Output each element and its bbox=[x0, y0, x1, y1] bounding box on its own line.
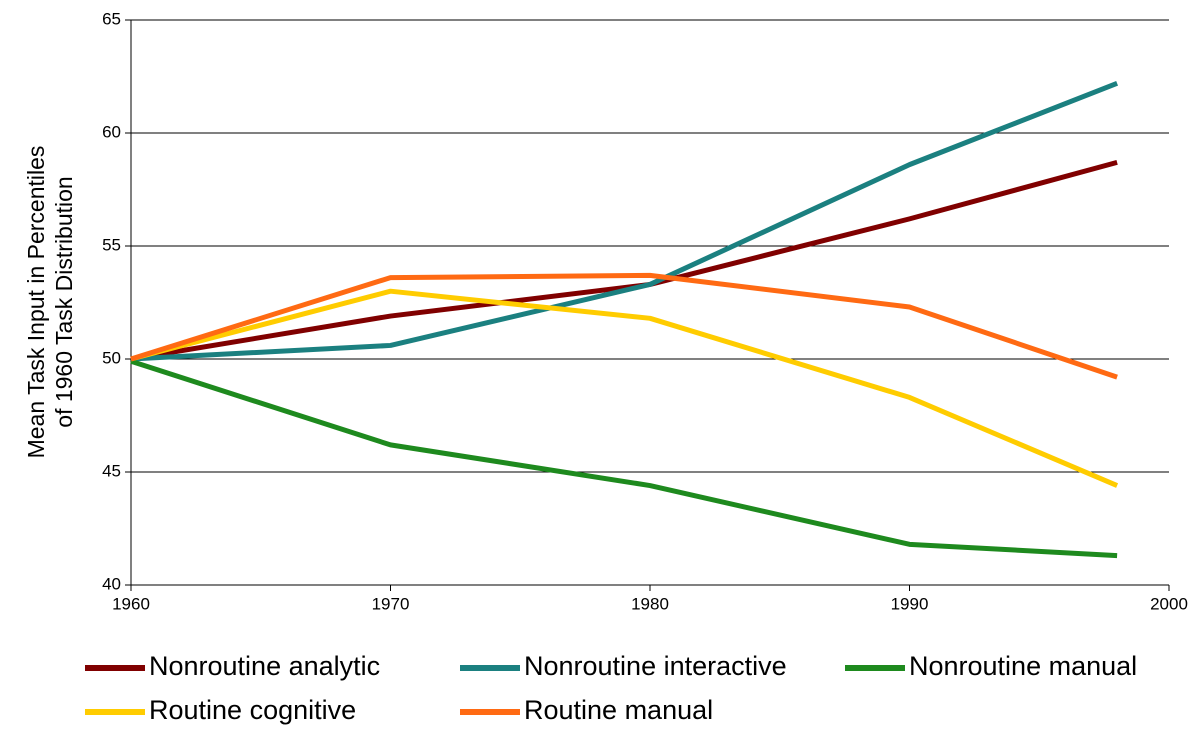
y-tick-label: 50 bbox=[102, 348, 121, 367]
legend-label: Routine cognitive bbox=[149, 695, 356, 725]
x-tick-label: 1960 bbox=[112, 594, 150, 613]
x-tick-label: 1970 bbox=[372, 594, 410, 613]
y-tick-label: 45 bbox=[102, 461, 121, 480]
series-line bbox=[130, 288, 1119, 488]
y-axis-label: of 1960 Task Distribution bbox=[51, 176, 77, 427]
x-tick-label: 1980 bbox=[631, 594, 669, 613]
legend-label: Nonroutine analytic bbox=[149, 651, 380, 681]
y-axis-label: Mean Task Input in Percentiles bbox=[23, 146, 49, 459]
y-tick-label: 65 bbox=[102, 9, 121, 28]
x-tick-label: 2000 bbox=[1150, 594, 1188, 613]
y-tick-label: 60 bbox=[102, 122, 121, 141]
y-tick-label: 55 bbox=[102, 235, 121, 254]
series-line bbox=[130, 80, 1119, 362]
legend-label: Nonroutine manual bbox=[909, 651, 1137, 681]
series-line bbox=[130, 272, 1118, 380]
series-line bbox=[130, 358, 1118, 559]
legend-label: Nonroutine interactive bbox=[524, 651, 787, 681]
legend-label: Routine manual bbox=[524, 695, 713, 725]
y-tick-label: 40 bbox=[102, 574, 121, 593]
x-tick-label: 1990 bbox=[891, 594, 929, 613]
